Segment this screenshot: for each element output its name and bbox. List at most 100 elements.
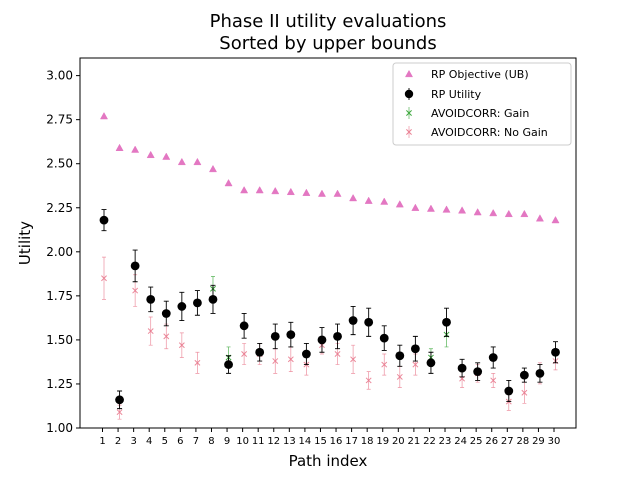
x-tick-label: 25 xyxy=(470,436,483,447)
ub-point xyxy=(255,186,264,194)
x-tick-label: 10 xyxy=(236,436,249,447)
ub-point xyxy=(302,188,311,196)
nogain-point xyxy=(521,389,528,396)
legend-label: AVOIDCORR: No Gain xyxy=(431,126,548,139)
rp-utility-point xyxy=(270,331,280,341)
nogain-point xyxy=(381,361,388,368)
rp-utility-point xyxy=(504,386,514,396)
ub-point xyxy=(162,152,171,160)
rp-utility-point xyxy=(99,215,109,225)
ub-point xyxy=(458,206,467,214)
rp-utility-point xyxy=(535,368,545,378)
rp-utility-point xyxy=(410,344,420,354)
rp-utility-point xyxy=(161,309,171,318)
nogain-point xyxy=(147,328,154,335)
x-tick-label: 3 xyxy=(130,436,136,447)
nogain-point xyxy=(132,287,139,294)
ub-point xyxy=(504,209,513,218)
x-tick-label: 18 xyxy=(361,436,374,447)
rp-utility-point xyxy=(224,360,233,369)
rp-utility-point xyxy=(473,367,483,377)
ub-point xyxy=(286,187,295,196)
rp-utility-point xyxy=(348,316,358,325)
rp-utility-point xyxy=(286,330,296,340)
rp-utility-point xyxy=(193,298,202,308)
y-axis-label: Utility xyxy=(16,221,34,265)
nogain-point xyxy=(490,377,497,384)
chart-title-line-2: Sorted by upper bounds xyxy=(219,33,436,54)
nogain-point xyxy=(194,359,201,366)
y-tick-label: 1.50 xyxy=(46,333,73,347)
x-tick-label: 11 xyxy=(252,436,265,447)
nogain-point xyxy=(178,342,185,349)
x-tick-label: 26 xyxy=(485,436,498,447)
legend-label: AVOIDCORR: Gain xyxy=(431,107,529,120)
rp-utility-point xyxy=(442,317,451,327)
y-tick-label: 3.00 xyxy=(46,69,73,83)
rp-utility-point xyxy=(146,294,156,304)
x-tick-label: 8 xyxy=(208,436,214,447)
ub-point xyxy=(551,215,560,224)
x-tick-label: 24 xyxy=(454,436,467,447)
x-tick-label: 4 xyxy=(146,436,152,447)
nogain-point xyxy=(334,351,341,357)
ub-point xyxy=(193,157,202,166)
ub-point xyxy=(535,214,544,222)
x-tick-label: 15 xyxy=(314,436,327,447)
rp-utility-point xyxy=(317,335,327,345)
ub-point xyxy=(177,157,186,166)
legend-rp-marker xyxy=(404,89,414,99)
x-tick-label: 19 xyxy=(376,436,389,447)
ub-point xyxy=(349,193,358,202)
nogain-point xyxy=(272,358,279,365)
nogain-point xyxy=(365,377,372,384)
ub-point xyxy=(489,208,498,217)
ub-point xyxy=(317,189,326,197)
ub-point xyxy=(364,196,373,204)
rp-utility-point xyxy=(333,331,342,341)
y-tick-label: 1.25 xyxy=(46,377,73,391)
ub-point xyxy=(473,208,482,216)
y-tick-label: 1.00 xyxy=(46,421,73,435)
y-tick-label: 2.25 xyxy=(46,201,73,215)
ub-point xyxy=(224,178,233,187)
rp-utility-point xyxy=(551,347,560,357)
x-tick-label: 2 xyxy=(115,436,121,447)
x-axis-label: Path index xyxy=(289,452,368,470)
x-tick-label: 1 xyxy=(99,436,105,447)
ub-point xyxy=(426,204,435,212)
x-tick-label: 16 xyxy=(330,436,343,447)
x-tick-label: 13 xyxy=(283,436,296,447)
rp-utility-point xyxy=(426,358,436,368)
rp-utility-point xyxy=(379,333,389,343)
x-tick-label: 9 xyxy=(224,436,230,447)
x-tick-label: 22 xyxy=(423,436,436,447)
x-tick-label: 23 xyxy=(439,436,452,447)
rp-utility-point xyxy=(177,302,187,311)
ub-point xyxy=(395,200,404,208)
ub-point xyxy=(520,209,529,218)
x-tick-label: 29 xyxy=(532,436,545,447)
y-tick-label: 1.75 xyxy=(46,289,73,303)
ub-point xyxy=(115,143,124,151)
ub-point xyxy=(208,164,218,173)
nogain-point xyxy=(116,409,123,416)
rp-utility-point xyxy=(457,363,467,373)
nogain-point xyxy=(396,373,403,380)
nogain-point xyxy=(163,333,170,340)
y-tick-label: 2.75 xyxy=(46,113,73,127)
y-tick-label: 2.00 xyxy=(46,245,73,259)
ub-point xyxy=(131,145,140,153)
legend-label: RP Utility xyxy=(431,88,482,101)
legend-box xyxy=(392,62,572,146)
rp-utility-point xyxy=(130,261,140,271)
legend-ub-marker xyxy=(404,69,414,78)
nogain-point xyxy=(101,275,107,282)
x-tick-label: 5 xyxy=(162,436,168,447)
x-tick-label: 30 xyxy=(548,436,561,447)
ub-point xyxy=(380,197,389,205)
ub-point xyxy=(442,205,451,213)
nogain-point xyxy=(350,356,357,363)
x-tick-label: 14 xyxy=(299,436,312,447)
